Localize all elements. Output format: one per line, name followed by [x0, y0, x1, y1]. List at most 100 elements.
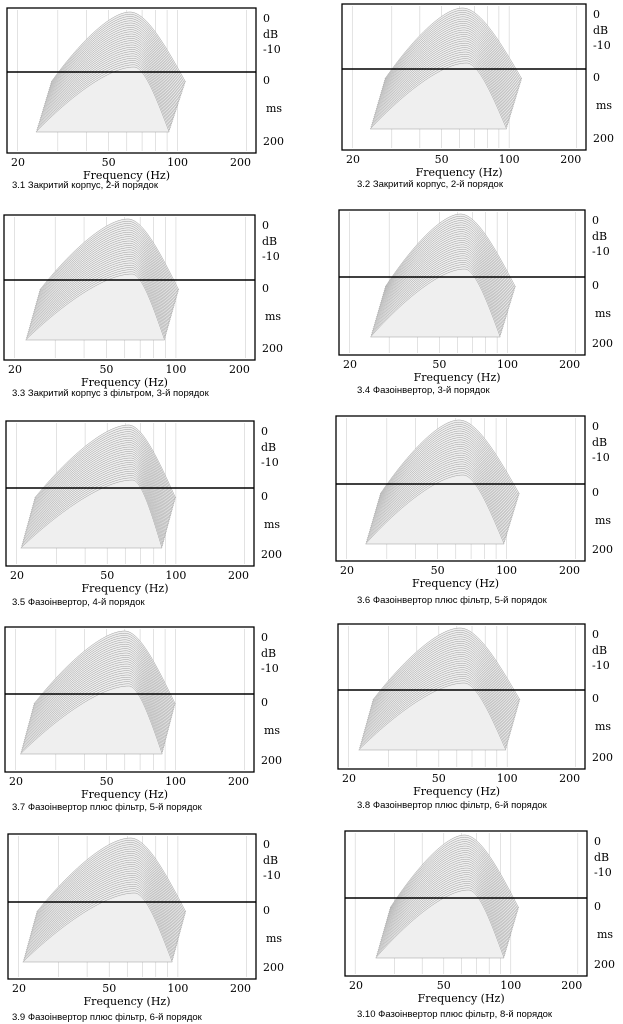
- figure-caption: 3.6 Фазоінвертор плюс фільтр, 5-й порядо…: [357, 595, 548, 606]
- db-unit-label: dB: [593, 24, 608, 37]
- x-tick-label: 50: [102, 156, 116, 169]
- db-tick-label: 0: [263, 12, 270, 25]
- time-tick-label: 200: [261, 548, 282, 561]
- time-tick-label: 0: [263, 74, 270, 87]
- x-tick-label: 20: [10, 569, 24, 582]
- waterfall-slice: [24, 273, 165, 341]
- waterfall-surface: [19, 630, 176, 755]
- chart-frame: [338, 209, 586, 356]
- time-tick-label: 0: [261, 696, 268, 709]
- waterfall-surface: [375, 834, 520, 959]
- x-tick-label: 20: [346, 153, 360, 166]
- db-unit-label: dB: [263, 854, 278, 867]
- waterfall-panel: 0 dB -10 0 ms 200 20 50 100 200 Frequency (Hz)3.3 …: [3, 214, 283, 399]
- x-tick-label: 200: [561, 979, 582, 992]
- chart-frame: [5, 420, 255, 567]
- waterfall-panel: 0 dB -10 0 ms 200 20 50 100 200 Frequency (Hz)3.2 …: [341, 3, 614, 190]
- time-tick-label: 0: [592, 692, 599, 705]
- x-axis-label: Frequency (Hz): [414, 371, 501, 384]
- waterfall-slice: [35, 66, 170, 133]
- x-tick-label: 100: [167, 156, 188, 169]
- x-tick-label: 100: [497, 772, 518, 785]
- x-tick-label: 100: [499, 153, 520, 166]
- x-tick-label: 200: [230, 982, 251, 995]
- waterfall-surface: [22, 837, 187, 963]
- chart-frame: [4, 626, 255, 773]
- time-unit-label: ms: [264, 518, 280, 531]
- time-tick-label: 0: [592, 486, 599, 499]
- waterfall-panel: 0 dB -10 0 ms 200 20 50 100 200 Frequency (Hz)3.7 …: [4, 626, 282, 813]
- time-unit-label: ms: [265, 310, 281, 323]
- waterfall-panel: 0 dB -10 0 ms 200 20 50 100 200 Frequency (Hz) 3.9 …: [7, 833, 284, 1023]
- db-tick-label: 0: [593, 8, 600, 21]
- figure-caption: 3.4 Фазоінвертор, 3-й порядок: [357, 385, 490, 396]
- time-unit-label: ms: [266, 932, 282, 945]
- x-tick-label: 50: [102, 982, 116, 995]
- db-tick-label: 0: [261, 425, 268, 438]
- db-unit-label: dB: [594, 851, 609, 864]
- x-axis-label: Frequency (Hz): [84, 995, 171, 1008]
- x-axis-label: Frequency (Hz): [413, 785, 500, 798]
- waterfall-slice: [364, 474, 505, 545]
- time-unit-label: ms: [595, 720, 611, 733]
- time-tick-label: 200: [592, 337, 613, 350]
- x-axis-label: Frequency (Hz): [81, 376, 168, 389]
- time-unit-label: ms: [595, 514, 611, 527]
- figure-caption: 3.2 Закритий корпус, 2-й порядок: [357, 179, 504, 190]
- waterfall-surface: [20, 424, 177, 549]
- figure-caption: 3.9 Фазоінвертор плюс фільтр, 6-й порядо…: [12, 1012, 203, 1023]
- x-tick-label: 50: [437, 979, 451, 992]
- waterfall-slice: [19, 685, 163, 755]
- x-tick-label: 50: [432, 358, 446, 371]
- x-tick-label: 20: [8, 363, 22, 376]
- figure-caption: 3.8 Фазоінвертор плюс фільтр, 6-й порядо…: [357, 800, 548, 811]
- time-tick-label: 0: [262, 282, 269, 295]
- chart-frame: [3, 214, 256, 361]
- x-tick-label: 200: [229, 363, 250, 376]
- time-tick-label: 0: [592, 279, 599, 292]
- chart-frame: [341, 3, 587, 151]
- db-unit-label: dB: [261, 647, 276, 660]
- waterfall-surface: [358, 627, 521, 751]
- waterfall-surface: [35, 11, 186, 133]
- time-unit-label: ms: [264, 724, 280, 737]
- db-tick-label: 0: [594, 835, 601, 848]
- chart-frame: [7, 833, 257, 980]
- db-tick-label: -10: [263, 43, 281, 56]
- db-unit-label: dB: [263, 28, 278, 41]
- chart-frame: [337, 623, 586, 770]
- waterfall-panel: 0 dB -10 0 ms 200 20 50 100 200 Frequency (Hz) 3.6 …: [335, 415, 613, 606]
- db-unit-label: dB: [592, 436, 607, 449]
- db-tick-label: -10: [593, 39, 611, 52]
- waterfall-panel: 0 dB -10 0 ms 200 20 50 100 200 Frequency (Hz)3.1 …: [6, 7, 284, 191]
- db-tick-label: -10: [263, 869, 281, 882]
- db-tick-label: 0: [263, 838, 270, 851]
- x-tick-label: 200: [228, 569, 249, 582]
- waterfall-slice: [369, 268, 501, 338]
- x-axis-label: Frequency (Hz): [81, 788, 168, 801]
- db-tick-label: -10: [592, 451, 610, 464]
- waterfall-slice: [22, 892, 173, 963]
- x-tick-label: 50: [100, 569, 114, 582]
- x-tick-label: 20: [12, 982, 26, 995]
- db-tick-label: -10: [594, 866, 612, 879]
- x-tick-label: 100: [497, 358, 518, 371]
- time-tick-label: 200: [592, 543, 613, 556]
- waterfall-panel: 0 dB -10 0 ms 200 20 50 100 200 Frequency (Hz) 3.8 …: [337, 623, 613, 811]
- x-tick-label: 20: [11, 156, 25, 169]
- db-unit-label: dB: [261, 441, 276, 454]
- db-tick-label: -10: [592, 659, 610, 672]
- x-tick-label: 100: [167, 982, 188, 995]
- x-tick-label: 100: [496, 564, 517, 577]
- waterfall-panel: 0 dB -10 0 ms 200 20 50 100 200 Frequency (Hz)3.4 …: [338, 209, 613, 396]
- waterfall-surface: [369, 213, 516, 338]
- waterfall-surface: [364, 419, 520, 545]
- time-unit-label: ms: [266, 102, 282, 115]
- chart-frame: [344, 830, 588, 977]
- time-tick-label: 200: [262, 342, 283, 355]
- db-tick-label: -10: [262, 250, 280, 263]
- x-axis-label: Frequency (Hz): [412, 577, 499, 590]
- waterfall-panel: 0 dB -10 0 ms 200 20 50 100 200 Frequency (Hz) 3.10…: [344, 830, 615, 1020]
- waterfall-slice: [369, 62, 507, 130]
- x-tick-label: 20: [340, 564, 354, 577]
